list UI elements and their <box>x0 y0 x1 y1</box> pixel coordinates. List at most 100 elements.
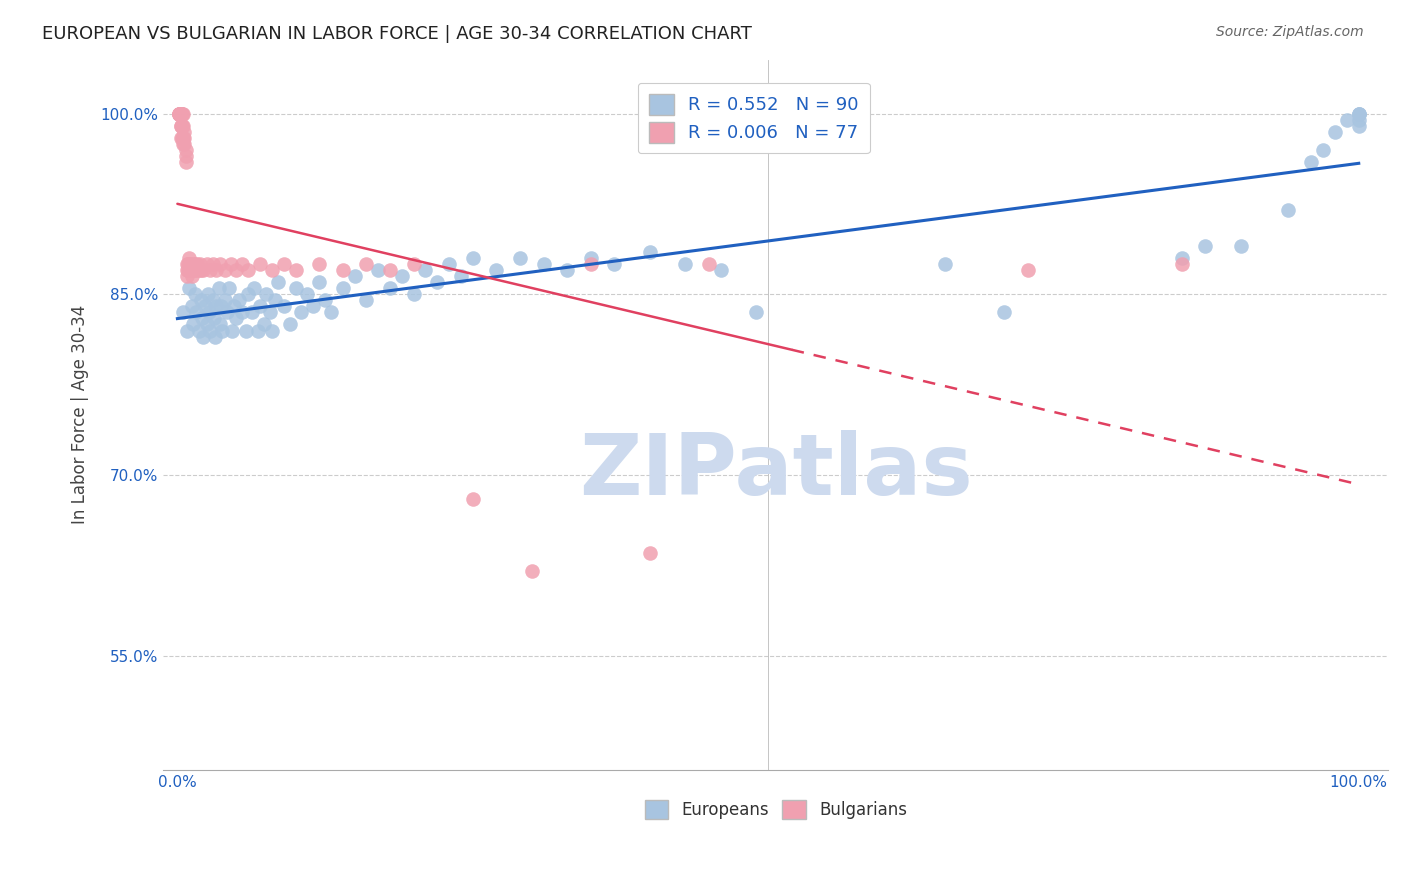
Point <box>228 293 250 308</box>
Point <box>1194 239 1216 253</box>
Point <box>174 155 197 169</box>
Point <box>200 263 222 277</box>
Point <box>225 263 247 277</box>
Point <box>176 257 198 271</box>
Point <box>302 300 325 314</box>
Point <box>173 125 195 139</box>
Point <box>402 257 425 271</box>
Point <box>170 107 193 121</box>
Point <box>1017 263 1039 277</box>
Point <box>169 107 191 121</box>
Point <box>197 287 219 301</box>
Point <box>1347 107 1369 121</box>
Point <box>222 300 245 314</box>
Point <box>174 149 197 163</box>
Point <box>200 324 222 338</box>
Point <box>253 318 276 332</box>
Point <box>1229 239 1251 253</box>
Point <box>191 311 214 326</box>
Point <box>201 293 224 308</box>
Point <box>170 119 193 133</box>
Point <box>243 281 266 295</box>
Point <box>260 263 283 277</box>
Point <box>214 293 236 308</box>
Point <box>356 293 378 308</box>
Point <box>169 107 191 121</box>
Point <box>205 263 228 277</box>
Point <box>179 263 201 277</box>
Point <box>172 131 194 145</box>
Point <box>172 119 194 133</box>
Point <box>173 136 195 151</box>
Point <box>249 300 271 314</box>
Point <box>520 565 543 579</box>
Point <box>172 107 194 121</box>
Point <box>172 107 194 121</box>
Point <box>273 300 295 314</box>
Point <box>297 287 319 301</box>
Point <box>437 257 460 271</box>
Point <box>177 263 200 277</box>
Point <box>169 107 191 121</box>
Point <box>176 324 198 338</box>
Point <box>208 281 231 295</box>
Point <box>308 257 330 271</box>
Point <box>415 263 437 277</box>
Point <box>367 263 389 277</box>
Point <box>267 276 290 290</box>
Point <box>173 131 195 145</box>
Point <box>202 311 225 326</box>
Text: Source: ZipAtlas.com: Source: ZipAtlas.com <box>1216 25 1364 39</box>
Point <box>225 311 247 326</box>
Point <box>172 107 194 121</box>
Point <box>378 281 401 295</box>
Point <box>187 324 209 338</box>
Point <box>204 329 226 343</box>
Point <box>461 492 484 507</box>
Point <box>169 107 191 121</box>
Point <box>533 257 555 271</box>
Point <box>172 119 194 133</box>
Point <box>170 107 193 121</box>
Point <box>179 252 201 266</box>
Point <box>264 293 287 308</box>
Point <box>1336 112 1358 127</box>
Point <box>356 257 378 271</box>
Point <box>167 107 190 121</box>
Point <box>205 300 228 314</box>
Point <box>332 281 354 295</box>
Point <box>450 269 472 284</box>
Point <box>1347 107 1369 121</box>
Point <box>177 257 200 271</box>
Point <box>332 263 354 277</box>
Point <box>290 305 312 319</box>
Point <box>485 263 508 277</box>
Point <box>231 257 253 271</box>
Point <box>1170 257 1192 271</box>
Point <box>184 257 207 271</box>
Point <box>231 305 253 319</box>
Point <box>240 305 263 319</box>
Point <box>461 252 484 266</box>
Point <box>1347 107 1369 121</box>
Point <box>167 107 190 121</box>
Point <box>254 287 277 301</box>
Point <box>179 263 201 277</box>
Point <box>179 257 201 271</box>
Point <box>697 257 720 271</box>
Point <box>214 263 236 277</box>
Point <box>235 324 257 338</box>
Point <box>238 263 260 277</box>
Point <box>190 293 212 308</box>
Point <box>170 119 193 133</box>
Point <box>172 136 194 151</box>
Point <box>603 257 626 271</box>
Point <box>260 324 283 338</box>
Point <box>186 257 208 271</box>
Point <box>934 257 956 271</box>
Point <box>1170 252 1192 266</box>
Point <box>186 263 208 277</box>
Point <box>509 252 531 266</box>
Point <box>190 263 212 277</box>
Point <box>426 276 449 290</box>
